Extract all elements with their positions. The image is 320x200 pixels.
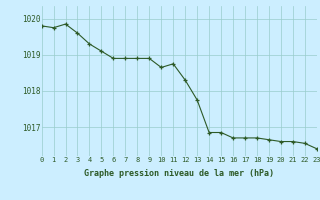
X-axis label: Graphe pression niveau de la mer (hPa): Graphe pression niveau de la mer (hPa) xyxy=(84,169,274,178)
